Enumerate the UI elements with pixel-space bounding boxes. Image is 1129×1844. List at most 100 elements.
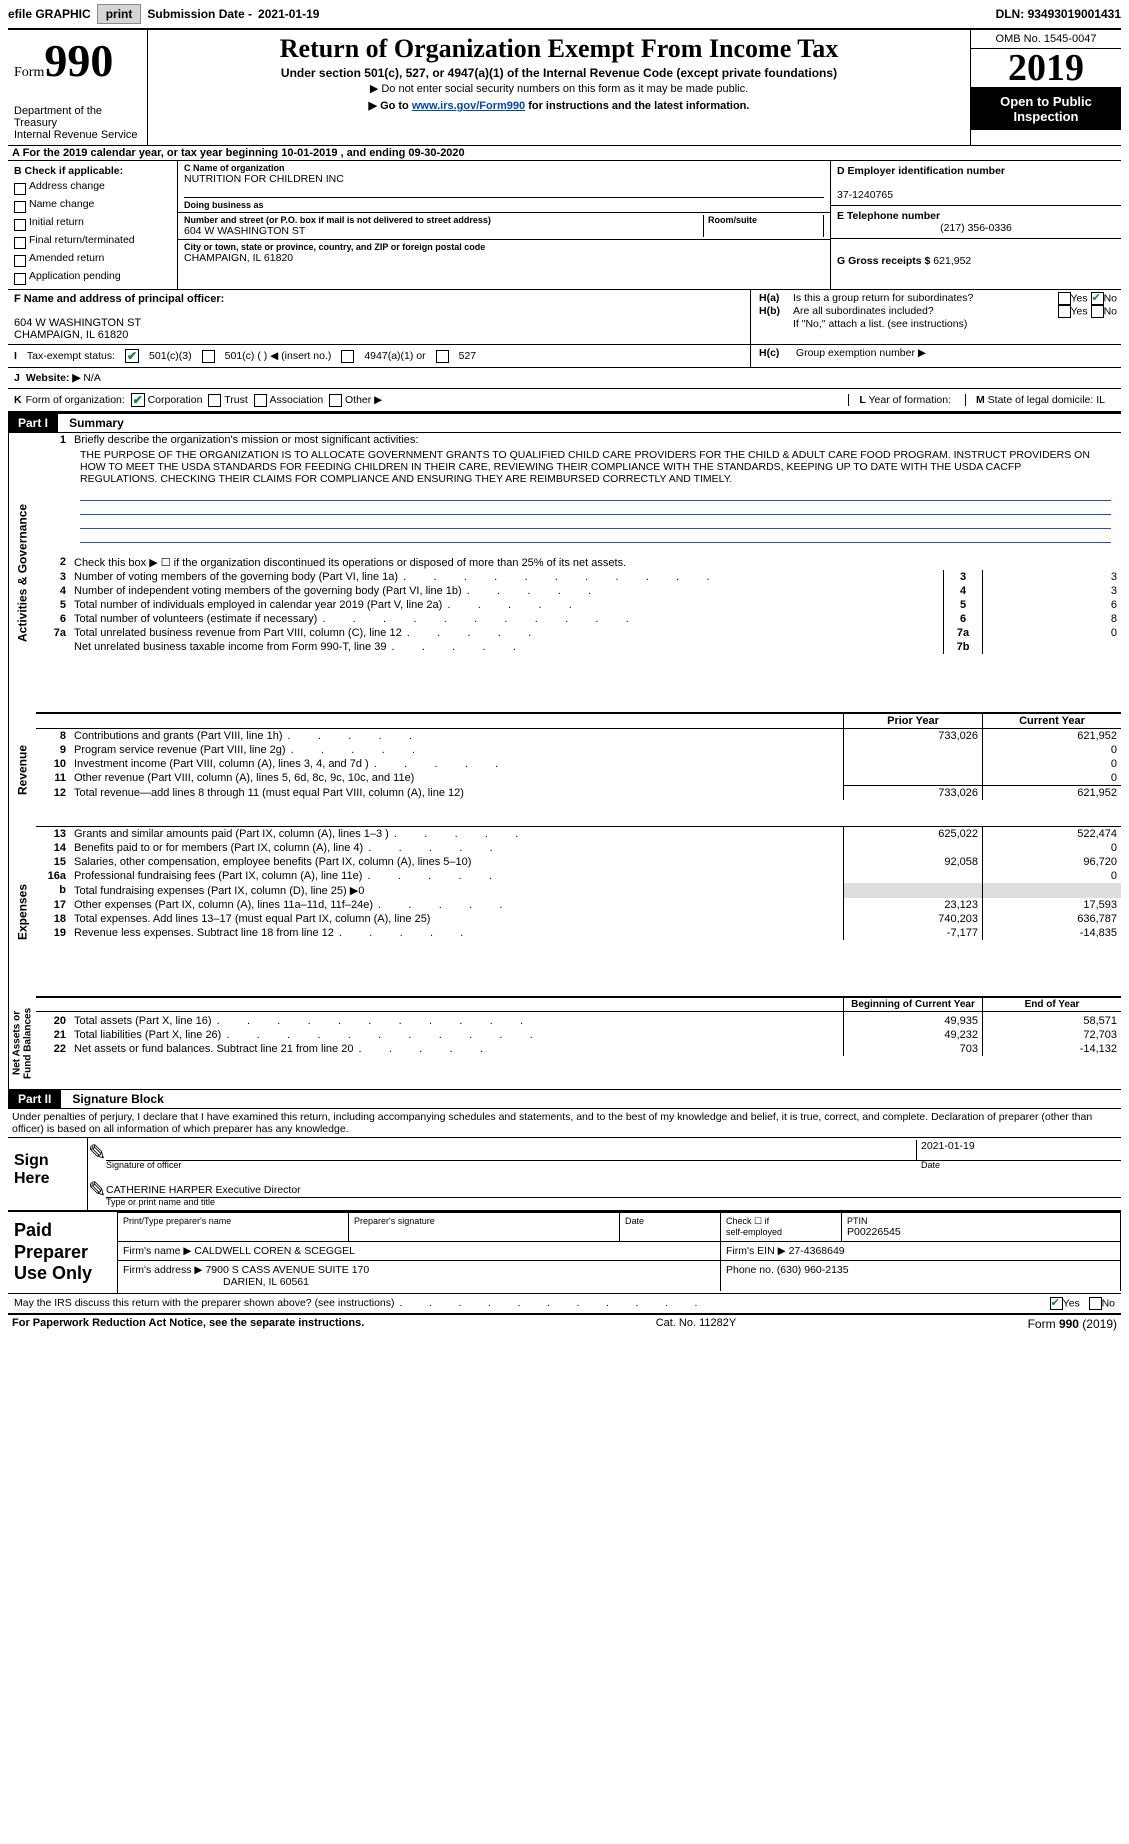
tel-cell: E Telephone number (217) 356-0336 bbox=[831, 206, 1121, 239]
paid-preparer-label: Paid Preparer Use Only bbox=[8, 1212, 118, 1293]
top-toolbar: efile GRAPHIC print Submission Date - 20… bbox=[8, 4, 1121, 24]
page-footer: For Paperwork Reduction Act Notice, see … bbox=[8, 1313, 1121, 1333]
mission-text: THE PURPOSE OF THE ORGANIZATION IS TO AL… bbox=[36, 447, 1121, 487]
ha-yes-no[interactable]: Yes No bbox=[1058, 292, 1118, 305]
chk-501c[interactable] bbox=[202, 350, 215, 363]
tel-value: (217) 356-0336 bbox=[837, 222, 1115, 234]
chk-4947[interactable] bbox=[341, 350, 354, 363]
dept-treasury: Department of the Treasury bbox=[14, 105, 141, 129]
expenses-table: 13Grants and similar amounts paid (Part … bbox=[36, 827, 1121, 940]
chk-trust[interactable] bbox=[208, 394, 221, 407]
net-assets-table: Beginning of Current YearEnd of Year 20T… bbox=[36, 997, 1121, 1056]
chk-name-change[interactable]: Name change bbox=[14, 195, 171, 213]
col-b-checkboxes: B Check if applicable: Address change Na… bbox=[8, 161, 178, 289]
officer-addr1: 604 W WASHINGTON ST bbox=[14, 317, 744, 329]
i-hc-row: I Tax-exempt status: ✔501(c)(3) 501(c) (… bbox=[8, 344, 1121, 367]
gross-cell: G Gross receipts $ 621,952 bbox=[831, 239, 1121, 271]
ptin: P00226545 bbox=[847, 1226, 1115, 1238]
org-name: NUTRITION FOR CHILDREN INC bbox=[184, 173, 824, 185]
f-h-row: F Name and address of principal officer:… bbox=[8, 289, 1121, 344]
firm-addr2: DARIEN, IL 60561 bbox=[123, 1276, 309, 1288]
header-left: Form990 Department of the Treasury Inter… bbox=[8, 30, 148, 145]
chk-corporation[interactable]: ✔ bbox=[131, 393, 145, 407]
discuss-yes-no[interactable]: Yes No bbox=[1050, 1297, 1115, 1310]
hc: H(c) Group exemption number ▶ bbox=[751, 345, 1121, 367]
vlabel-expenses: Expenses bbox=[8, 827, 36, 997]
ein-value: 37-1240765 bbox=[837, 189, 1115, 201]
header-mid: Return of Organization Exempt From Incom… bbox=[148, 30, 971, 145]
pen-icon: ✎ bbox=[88, 1140, 106, 1171]
firm-addr1: 7900 S CASS AVENUE SUITE 170 bbox=[205, 1264, 369, 1276]
form-link-row: ▶ Go to www.irs.gov/Form990 for instruct… bbox=[156, 99, 962, 112]
form-990-page: efile GRAPHIC print Submission Date - 20… bbox=[0, 0, 1129, 1341]
city-state-zip: CHAMPAIGN, IL 61820 bbox=[184, 252, 824, 264]
submission-date-value: 2021-01-19 bbox=[258, 7, 319, 21]
chk-application-pending[interactable]: Application pending bbox=[14, 267, 171, 285]
governance-table: 1Briefly describe the organization's mis… bbox=[36, 433, 1121, 447]
chk-initial-return[interactable]: Initial return bbox=[14, 213, 171, 231]
cat-no: Cat. No. 11282Y bbox=[656, 1317, 737, 1331]
submission-label: Submission Date - bbox=[147, 7, 252, 21]
dept-irs: Internal Revenue Service bbox=[14, 129, 141, 141]
print-button[interactable]: print bbox=[97, 4, 142, 24]
h-section: H(a) Is this a group return for subordin… bbox=[751, 290, 1121, 344]
chk-association[interactable] bbox=[254, 394, 267, 407]
ein-cell: D Employer identification number 37-1240… bbox=[831, 161, 1121, 206]
col-b-label: B Check if applicable: bbox=[14, 165, 123, 177]
signature-block: Under penalties of perjury, I declare th… bbox=[8, 1109, 1121, 1313]
klm-row: K Form of organization: ✔ Corporation Tr… bbox=[8, 389, 1121, 414]
form-note-ssn: ▶ Do not enter social security numbers o… bbox=[156, 82, 962, 95]
part-2-header: Part II Signature Block bbox=[8, 1089, 1121, 1109]
irs-link[interactable]: www.irs.gov/Form990 bbox=[412, 100, 525, 112]
city-cell: City or town, state or province, country… bbox=[178, 240, 830, 266]
paperwork-notice: For Paperwork Reduction Act Notice, see … bbox=[12, 1317, 364, 1331]
firm-ein: 27-4368649 bbox=[789, 1245, 845, 1257]
sign-here-grid: Sign Here ✎ 2021-01-19 Signature of offi… bbox=[8, 1137, 1121, 1210]
j-website: J Website: ▶ N/A bbox=[8, 367, 1121, 389]
tax-year: 2019 bbox=[971, 49, 1121, 88]
efile-label: efile GRAPHIC bbox=[8, 7, 91, 21]
chk-final-return[interactable]: Final return/terminated bbox=[14, 231, 171, 249]
part-1-header: Part I Summary bbox=[8, 414, 1121, 433]
vlabel-net-assets: Net Assets or Fund Balances bbox=[8, 997, 36, 1089]
officer-name-title: CATHERINE HARPER Executive Director bbox=[106, 1184, 301, 1196]
tax-status: I Tax-exempt status: ✔501(c)(3) 501(c) (… bbox=[8, 345, 751, 367]
form-number: Form990 bbox=[14, 34, 141, 87]
chk-501c3[interactable]: ✔ bbox=[125, 349, 139, 363]
summary-content: 1Briefly describe the organization's mis… bbox=[36, 433, 1121, 1089]
form-title: Return of Organization Exempt From Incom… bbox=[156, 34, 962, 64]
f-officer: F Name and address of principal officer:… bbox=[8, 290, 751, 344]
header-right: OMB No. 1545-0047 2019 Open to Public In… bbox=[971, 30, 1121, 145]
bcd-grid: B Check if applicable: Address change Na… bbox=[8, 161, 1121, 289]
org-name-cell: C Name of organization NUTRITION FOR CHI… bbox=[178, 161, 830, 213]
chk-527[interactable] bbox=[436, 350, 449, 363]
firm-phone: (630) 960-2135 bbox=[777, 1264, 849, 1276]
form-ref: Form 990 (2019) bbox=[1028, 1317, 1117, 1331]
l3-val: 3 bbox=[983, 570, 1122, 584]
vlabel-governance: Activities & Governance bbox=[8, 433, 36, 713]
row-a-tax-year: A For the 2019 calendar year, or tax yea… bbox=[8, 145, 1121, 161]
chk-address-change[interactable]: Address change bbox=[14, 177, 171, 195]
dln: DLN: 93493019001431 bbox=[996, 7, 1121, 21]
firm-name: CALDWELL COREN & SCEGGEL bbox=[194, 1245, 355, 1257]
chk-other[interactable] bbox=[329, 394, 342, 407]
chk-amended-return[interactable]: Amended return bbox=[14, 249, 171, 267]
street-address: 604 W WASHINGTON ST bbox=[184, 225, 703, 237]
officer-addr2: CHAMPAIGN, IL 61820 bbox=[14, 329, 744, 341]
vlabel-revenue: Revenue bbox=[8, 713, 36, 827]
summary-body: Activities & Governance Revenue Expenses… bbox=[8, 433, 1121, 1089]
form-header: Form990 Department of the Treasury Inter… bbox=[8, 28, 1121, 145]
website-value: N/A bbox=[83, 372, 101, 384]
col-d-ein: D Employer identification number 37-1240… bbox=[831, 161, 1121, 289]
revenue-table: Prior YearCurrent Year 8Contributions an… bbox=[36, 713, 1121, 800]
sig-date: 2021-01-19 bbox=[916, 1140, 1121, 1160]
paid-preparer-table: Print/Type preparer's name Preparer's si… bbox=[118, 1212, 1121, 1291]
open-to-public: Open to Public Inspection bbox=[971, 88, 1121, 130]
addr-cell: Number and street (or P.O. box if mail i… bbox=[178, 213, 830, 240]
pen-icon-2: ✎ bbox=[88, 1177, 106, 1208]
sign-here-label: Sign Here bbox=[8, 1138, 88, 1210]
perjury-statement: Under penalties of perjury, I declare th… bbox=[8, 1109, 1121, 1137]
discuss-row: May the IRS discuss this return with the… bbox=[8, 1293, 1121, 1313]
hb-yes-no[interactable]: Yes No bbox=[1058, 305, 1118, 318]
form-subtitle: Under section 501(c), 527, or 4947(a)(1)… bbox=[156, 66, 962, 80]
